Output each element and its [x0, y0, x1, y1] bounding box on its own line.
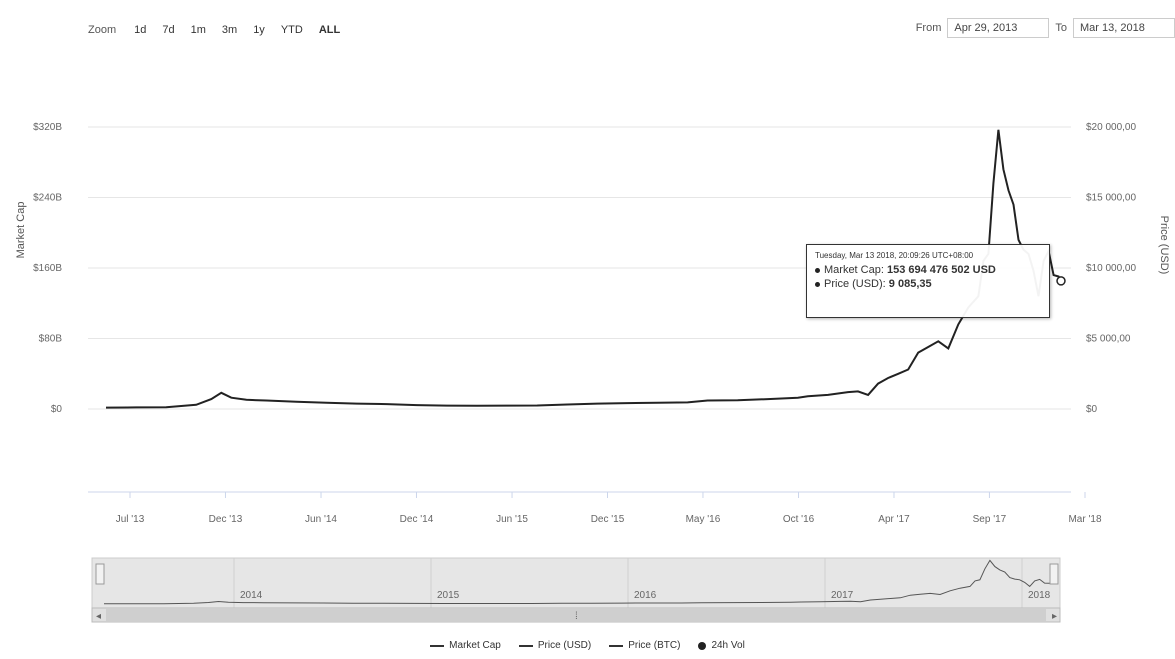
to-label: To [1055, 22, 1067, 34]
legend-label: Market Cap [449, 640, 501, 651]
navigator-year-label: 2015 [437, 590, 460, 601]
right-tick-label: $10 000,00 [1086, 263, 1136, 274]
zoom-all-button[interactable]: ALL [318, 24, 341, 36]
navigator-year-label: 2017 [831, 590, 854, 601]
left-tick-label: $80B [39, 334, 63, 345]
x-tick-label: Jun '15 [496, 514, 528, 525]
left-axis-ticks: $0 $80B $160B $240B $320B [33, 122, 62, 415]
x-tick-label: Oct '16 [783, 514, 815, 525]
scroll-right-arrow-icon[interactable]: ▸ [1052, 611, 1057, 622]
legend: Market Cap Price (USD) Price (BTC) 24h V… [0, 640, 1175, 651]
right-tick-label: $20 000,00 [1086, 122, 1136, 133]
legend-label: Price (BTC) [628, 640, 681, 651]
legend-line-icon [430, 644, 445, 647]
zoom-1d-button[interactable]: 1d [134, 24, 147, 36]
navigator-series-line [104, 559, 1053, 605]
zoom-label: Zoom [88, 24, 117, 36]
to-date-input[interactable]: Mar 13, 2018 [1073, 18, 1175, 38]
x-tick-label: Jul '13 [116, 514, 145, 525]
date-range: From Apr 29, 2013 To Mar 13, 2018 [910, 18, 1175, 38]
right-tick-label: $0 [1086, 404, 1098, 415]
tooltip-date: Tuesday, Mar 13 2018, 20:09:26 UTC+08:00 [815, 251, 974, 260]
price-series-line [105, 129, 1062, 409]
left-tick-label: $0 [51, 404, 63, 415]
zoom-1m-button[interactable]: 1m [190, 24, 206, 36]
legend-item-price-usd[interactable]: Price (USD) [518, 640, 592, 651]
x-tick-label: Jun '14 [305, 514, 337, 525]
zoom-1y-button[interactable]: 1y [253, 24, 265, 36]
zoom-3m-button[interactable]: 3m [221, 24, 238, 36]
x-tick-label: Dec '13 [209, 514, 243, 525]
y-axis-title: Market Cap [15, 202, 27, 259]
right-tick-label: $5 000,00 [1086, 334, 1131, 345]
left-tick-label: $160B [33, 263, 62, 274]
legend-item-market-cap[interactable]: Market Cap [430, 640, 501, 651]
tooltip-market-cap-value: 153 694 476 502 USD [886, 264, 996, 276]
tooltip-price-value: 9 085,35 [888, 278, 932, 290]
left-tick-label: $320B [33, 122, 62, 133]
x-tick-label: Sep '17 [973, 514, 1007, 525]
tooltip: Tuesday, Mar 13 2018, 20:09:26 UTC+08:00… [806, 244, 1050, 318]
navigator-year-label: 2018 [1028, 590, 1051, 601]
x-tick-label: Apr '17 [878, 514, 910, 525]
scrollbar-thumb[interactable] [106, 609, 1046, 621]
legend-dot-icon [698, 641, 707, 650]
legend-item-price-btc[interactable]: Price (BTC) [609, 640, 680, 651]
scrollbar-grip-icon[interactable]: ⁞ [575, 611, 578, 622]
y2-axis-title: Price (USD) [1158, 216, 1170, 275]
right-tick-label: $15 000,00 [1086, 193, 1136, 204]
from-label: From [915, 22, 942, 34]
tooltip-market-cap-label: Market Cap: [824, 264, 884, 276]
legend-label: Price (USD) [537, 640, 592, 651]
zoom-ytd-button[interactable]: YTD [280, 24, 303, 36]
x-tick-label: May '16 [686, 514, 721, 525]
navigator-left-handle[interactable] [95, 563, 105, 585]
x-tick-label: Mar '18 [1068, 514, 1101, 525]
legend-label: 24h Vol [711, 640, 745, 651]
price-dot-icon [815, 281, 820, 287]
x-tick-label: Dec '15 [591, 514, 625, 525]
navigator-year-label: 2016 [634, 590, 657, 601]
navigator-year-labels: 2014 2015 2016 2017 2018 [233, 558, 1051, 608]
zoom-toolbar: Zoom 1d 7d 1m 3m 1y YTD ALL [88, 20, 348, 40]
legend-item-24h-vol[interactable]: 24h Vol [698, 640, 745, 651]
left-tick-label: $240B [33, 193, 62, 204]
navigator-year-label: 2014 [240, 590, 263, 601]
x-axis-ticks: Jul '13 Dec '13 Jun '14 Dec '14 Jun '15 Dec '… [116, 492, 1102, 525]
right-axis-ticks: $0 $5 000,00 $10 000,00 $15 000,00 $20 000,0… [1086, 122, 1136, 415]
legend-line-icon [518, 644, 533, 647]
scroll-left-arrow-icon[interactable]: ◂ [96, 611, 101, 622]
x-tick-label: Dec '14 [400, 514, 434, 525]
legend-line-icon [609, 644, 624, 647]
market-cap-dot-icon [815, 267, 820, 273]
navigator-mask [91, 557, 1061, 609]
zoom-7d-button[interactable]: 7d [162, 24, 175, 36]
navigator-right-handle[interactable] [1049, 563, 1059, 585]
from-date-input[interactable]: Apr 29, 2013 [947, 18, 1050, 38]
tooltip-price-label: Price (USD): [824, 278, 886, 290]
hover-point [1056, 276, 1066, 286]
